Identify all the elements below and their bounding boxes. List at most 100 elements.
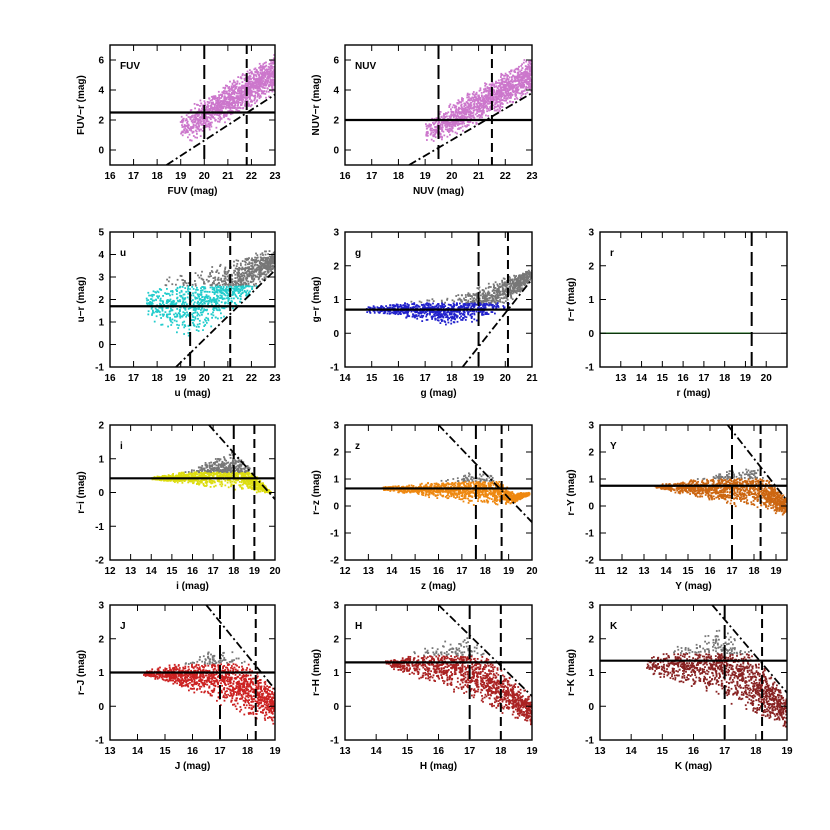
data-point-nuv — [484, 84, 487, 87]
data-point-nuv — [523, 79, 525, 82]
data-point-nuv — [523, 59, 526, 61]
data-point-g — [497, 306, 500, 308]
data-point-fuv — [267, 78, 270, 80]
data-point-nuv — [475, 108, 477, 111]
data-point-fuv — [214, 103, 216, 106]
data-point-g — [422, 307, 424, 310]
data-point-u — [216, 288, 218, 291]
data-point-u — [261, 257, 263, 259]
data-point-g — [496, 296, 499, 298]
data-point-fuv — [224, 86, 227, 89]
y-tick-label-nuv: 6 — [333, 56, 339, 67]
data-point-nuv — [489, 106, 491, 108]
data-point-nuv — [517, 86, 519, 88]
data-point-g — [492, 306, 495, 308]
data-point-nuv — [510, 70, 513, 73]
data-point-fuv — [259, 69, 262, 72]
data-point-fuv — [222, 102, 224, 105]
data-point-u — [260, 273, 263, 276]
data-point-u — [216, 269, 219, 272]
data-point-fuv — [201, 104, 204, 107]
x-tick-label-nuv: 22 — [500, 171, 512, 182]
data-point-u — [265, 275, 268, 278]
data-point-nuv — [512, 87, 515, 89]
data-point-nuv — [451, 114, 454, 117]
data-point-nuv — [498, 106, 501, 109]
data-point-fuv — [232, 85, 235, 87]
data-point-nuv — [483, 111, 485, 114]
data-point-u — [211, 266, 214, 268]
data-point-nuv — [525, 82, 528, 85]
data-point-nuv — [521, 86, 524, 88]
data-point-u — [217, 286, 220, 289]
data-point-fuv — [225, 114, 228, 116]
data-point-nuv — [456, 113, 459, 115]
data-point-g — [470, 305, 473, 308]
data-point-fuv — [223, 116, 225, 119]
data-point-fuv — [249, 87, 252, 89]
data-point-nuv — [454, 114, 456, 117]
data-point-u — [209, 272, 212, 274]
data-point-nuv — [445, 123, 447, 125]
data-point-u — [194, 311, 196, 314]
data-point-u — [257, 266, 260, 269]
data-point-u — [198, 308, 200, 310]
data-point-nuv — [437, 122, 440, 125]
data-point-u — [233, 283, 235, 286]
data-point-u — [194, 317, 197, 320]
data-point-fuv — [197, 104, 199, 106]
data-point-u — [155, 315, 158, 318]
data-point-nuv — [484, 88, 487, 91]
data-point-nuv — [466, 124, 469, 126]
data-point-g — [418, 305, 421, 308]
data-point-u — [248, 263, 251, 265]
data-point-u — [193, 308, 196, 311]
data-point-fuv — [197, 120, 200, 123]
data-point-fuv — [194, 119, 197, 121]
data-point-g — [453, 300, 456, 303]
data-point-fuv — [204, 124, 207, 127]
data-point-nuv — [477, 95, 480, 97]
data-point-fuv — [261, 83, 264, 85]
data-point-u — [194, 309, 197, 312]
data-point-fuv — [253, 77, 255, 80]
data-point-nuv — [529, 68, 531, 71]
data-point-fuv — [210, 95, 213, 98]
data-point-nuv — [478, 104, 481, 106]
data-point-nuv — [500, 99, 503, 102]
data-point-u — [211, 304, 213, 306]
data-point-fuv — [259, 71, 262, 74]
data-point-u — [159, 299, 162, 302]
data-point-fuv — [270, 81, 273, 84]
data-point-u — [183, 326, 186, 329]
data-point-u — [253, 264, 256, 267]
data-point-nuv — [530, 69, 532, 72]
data-point-g — [498, 287, 500, 289]
data-point-fuv — [191, 121, 194, 124]
data-point-u — [148, 294, 150, 297]
data-point-fuv — [247, 76, 250, 78]
data-point-u — [207, 302, 210, 304]
data-point-nuv — [467, 111, 469, 114]
data-point-nuv — [512, 83, 514, 86]
data-point-g — [495, 296, 498, 299]
data-point-nuv — [467, 96, 470, 98]
data-point-fuv — [229, 90, 231, 92]
data-point-fuv — [215, 107, 218, 109]
data-point-nuv — [494, 95, 497, 98]
data-point-nuv — [515, 67, 518, 70]
data-point-fuv — [224, 114, 227, 117]
data-point-fuv — [262, 91, 264, 94]
data-point-nuv — [476, 109, 479, 111]
data-point-u — [252, 266, 255, 269]
data-point-u — [203, 290, 206, 293]
data-point-nuv — [498, 88, 500, 91]
data-point-u — [227, 300, 230, 303]
data-point-nuv — [484, 87, 487, 90]
data-point-u — [193, 301, 196, 304]
data-point-u — [178, 291, 181, 294]
data-point-nuv — [496, 90, 499, 93]
data-point-nuv — [498, 85, 501, 88]
data-point-g — [477, 307, 479, 309]
data-point-u — [205, 278, 208, 281]
